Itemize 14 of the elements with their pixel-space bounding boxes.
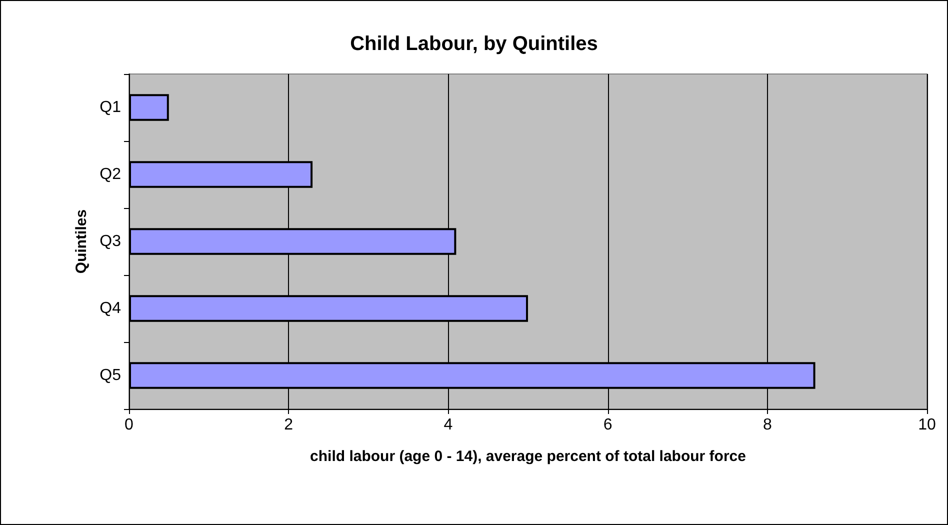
y-axis-title: Quintiles (72, 209, 90, 274)
x-tick-label: 10 (918, 416, 936, 434)
y-tick-label: Q3 (100, 233, 122, 250)
y-tick-label: Q1 (100, 99, 122, 116)
y-tick-label: Q4 (100, 300, 122, 317)
x-tick-label: 4 (444, 416, 453, 434)
x-tick-label: 0 (124, 416, 134, 434)
y-tick-label: Q5 (100, 367, 122, 384)
x-tick-label: 6 (603, 416, 612, 434)
x-axis-title: child labour (age 0 - 14), average percent of total labour force (310, 448, 746, 465)
chart-title: Child Labour, by Quintiles (350, 33, 598, 55)
x-tick-label: 2 (284, 416, 294, 434)
y-tick-label: Q2 (100, 166, 122, 183)
x-tick-label: 8 (762, 416, 772, 434)
